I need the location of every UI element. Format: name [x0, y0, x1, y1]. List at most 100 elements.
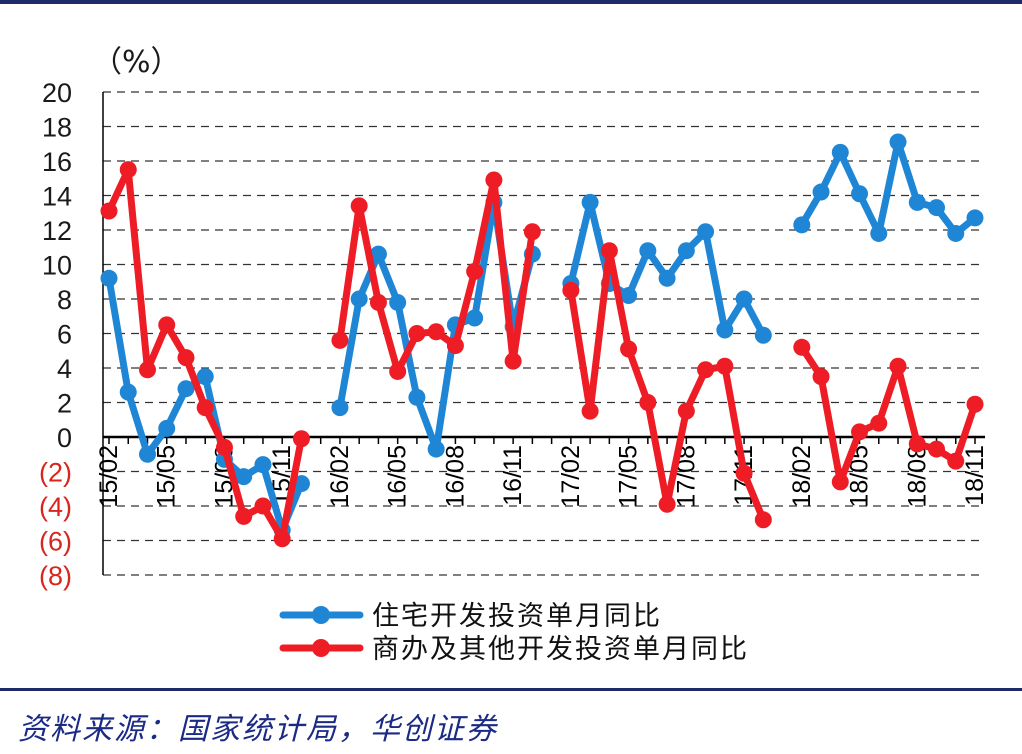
y-tick-label: 8 — [57, 285, 72, 315]
y-tick-label: 20 — [42, 78, 72, 108]
x-tick-label: 18/11 — [961, 445, 989, 506]
data-point — [870, 224, 888, 242]
x-tick-label: 16/11 — [499, 445, 527, 506]
data-point — [331, 399, 349, 417]
data-point — [793, 338, 811, 356]
data-point — [851, 185, 869, 203]
data-point — [158, 419, 176, 437]
data-point — [658, 269, 676, 287]
data-point — [427, 440, 445, 458]
data-point — [831, 143, 849, 161]
y-tick-label: 6 — [57, 320, 72, 350]
series-lines — [100, 133, 984, 548]
data-point — [620, 340, 638, 358]
y-tick-label: (2) — [39, 458, 72, 488]
data-point — [620, 287, 638, 305]
y-tick-label: 2 — [57, 389, 72, 419]
data-point — [292, 475, 310, 493]
data-point — [697, 223, 715, 241]
y-tick-label: 10 — [42, 251, 72, 281]
data-point — [389, 293, 407, 311]
y-tick-label: 14 — [42, 182, 72, 212]
data-point — [831, 473, 849, 491]
data-point — [966, 209, 984, 227]
y-tick-label: 0 — [57, 423, 72, 453]
data-point — [389, 362, 407, 380]
data-point — [215, 438, 233, 456]
data-point — [851, 423, 869, 441]
data-point — [677, 402, 695, 420]
data-point — [100, 202, 118, 220]
data-point — [754, 511, 772, 529]
data-point — [350, 290, 368, 308]
data-point — [812, 183, 830, 201]
data-point — [235, 468, 253, 486]
data-point — [793, 216, 811, 234]
data-point — [119, 383, 137, 401]
data-point — [581, 193, 599, 211]
data-point — [581, 402, 599, 420]
top-rule — [0, 0, 1022, 4]
data-point — [908, 435, 926, 453]
data-point — [870, 414, 888, 432]
y-tick-label: 18 — [42, 113, 72, 143]
x-tick-label: 18/08 — [903, 445, 931, 508]
data-point — [235, 507, 253, 525]
data-point — [408, 325, 426, 342]
data-point — [254, 497, 272, 515]
data-point — [735, 464, 753, 482]
x-tick-label: 16/08 — [441, 445, 469, 508]
legend-swatch-marker — [312, 606, 330, 624]
data-point — [889, 133, 907, 151]
data-point — [427, 323, 445, 341]
data-point — [812, 368, 830, 386]
data-point — [466, 262, 484, 280]
x-tick-label: 17/02 — [557, 445, 585, 508]
data-point — [697, 361, 715, 379]
data-point — [292, 430, 310, 448]
data-point — [523, 223, 541, 241]
data-point — [947, 452, 965, 470]
data-point — [716, 321, 734, 339]
legend-swatch-marker — [312, 639, 330, 657]
x-tick-label: 18/02 — [788, 445, 816, 508]
data-point — [350, 197, 368, 215]
legend-label: 商办及其他开发投资单月同比 — [372, 634, 749, 665]
x-tick-label: 15/05 — [153, 445, 181, 508]
data-point — [716, 357, 734, 375]
data-point — [138, 361, 156, 379]
data-point — [928, 199, 946, 217]
x-tick-label: 17/05 — [615, 445, 643, 508]
series-2 — [100, 161, 984, 548]
data-point — [177, 380, 195, 398]
data-point — [600, 242, 618, 260]
legend-label: 住宅开发投资单月同比 — [372, 601, 662, 632]
x-axis: 15/02 15/05 15/08 15/11 16/02 16/05 16/08 16/11… — [95, 435, 989, 508]
unit-label: （%） — [92, 45, 181, 80]
y-tick-label: (4) — [39, 492, 72, 522]
source-note: 资料来源：国家统计局，华创证券 — [18, 712, 498, 747]
y-tick-label: 4 — [57, 354, 72, 384]
data-point — [504, 352, 522, 370]
data-point — [947, 224, 965, 242]
data-point — [158, 316, 176, 334]
y-tick-label: 12 — [42, 216, 72, 246]
data-point — [100, 269, 118, 287]
data-point — [138, 445, 156, 463]
y-tick-label: (8) — [39, 561, 72, 591]
data-point — [639, 242, 657, 260]
data-point — [273, 530, 291, 548]
data-point — [658, 495, 676, 513]
x-tick-label: 16/02 — [326, 445, 354, 508]
data-point — [331, 331, 349, 349]
data-point — [677, 242, 695, 260]
data-point — [889, 357, 907, 375]
data-point — [177, 349, 195, 367]
x-tick-label: 15/02 — [95, 445, 123, 508]
y-tick-label: 16 — [42, 147, 72, 177]
data-point — [466, 309, 484, 327]
data-point — [254, 456, 272, 474]
